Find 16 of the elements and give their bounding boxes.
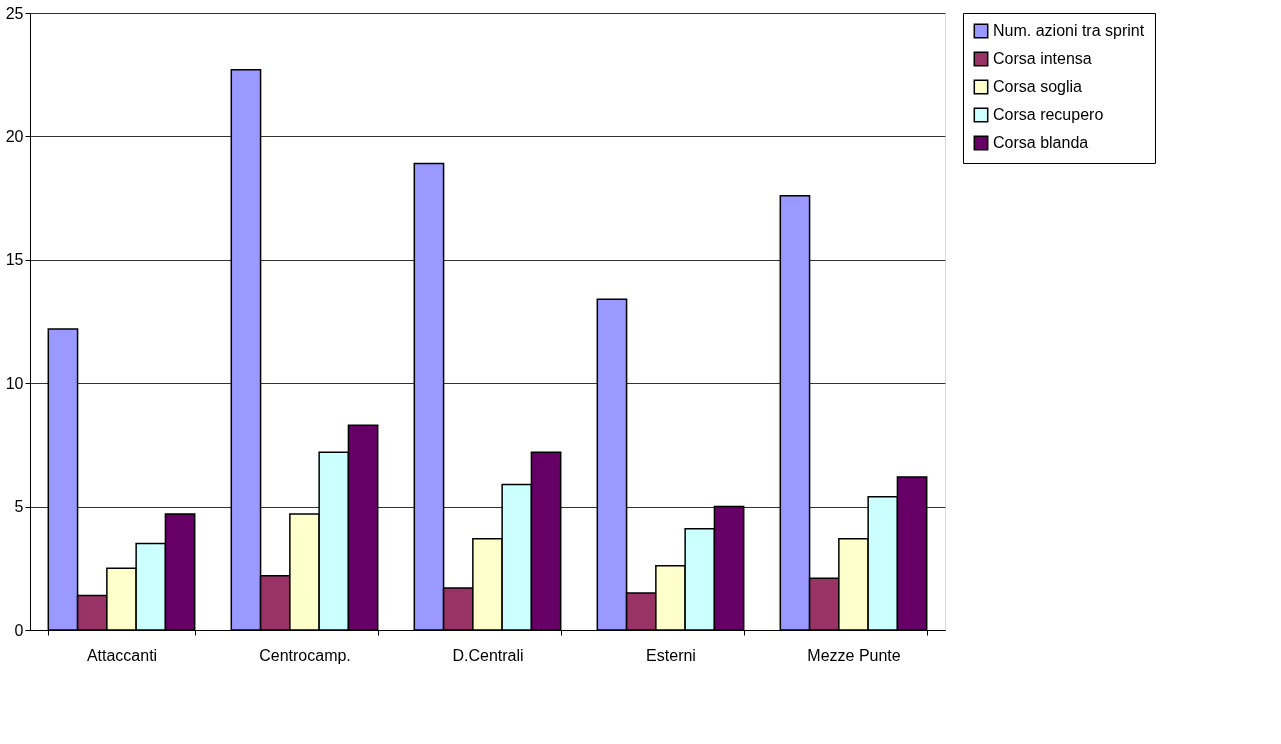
legend-label: Corsa intensa	[993, 50, 1092, 67]
x-tick-label: Attaccanti	[86, 646, 158, 664]
legend-label: Corsa soglia	[993, 78, 1083, 95]
x-tick-label: Mezze Punte	[807, 646, 901, 664]
y-tick-label: 15	[5, 251, 24, 269]
y-tick-label: 10	[5, 374, 24, 392]
y-tick-label: 0	[14, 621, 24, 639]
y-tick-label: 5	[14, 498, 24, 516]
x-tick-label: D.Centrali	[452, 646, 524, 664]
x-tick-label: Esterni	[646, 646, 696, 664]
legend-label: Corsa recupero	[993, 106, 1104, 123]
y-tick-label: 20	[5, 127, 24, 145]
x-tick-label: Centrocamp.	[259, 646, 351, 664]
legend-label: Corsa blanda	[993, 134, 1089, 151]
legend-label: Num. azioni tra sprint	[993, 22, 1145, 39]
y-tick-label: 25	[5, 4, 24, 22]
